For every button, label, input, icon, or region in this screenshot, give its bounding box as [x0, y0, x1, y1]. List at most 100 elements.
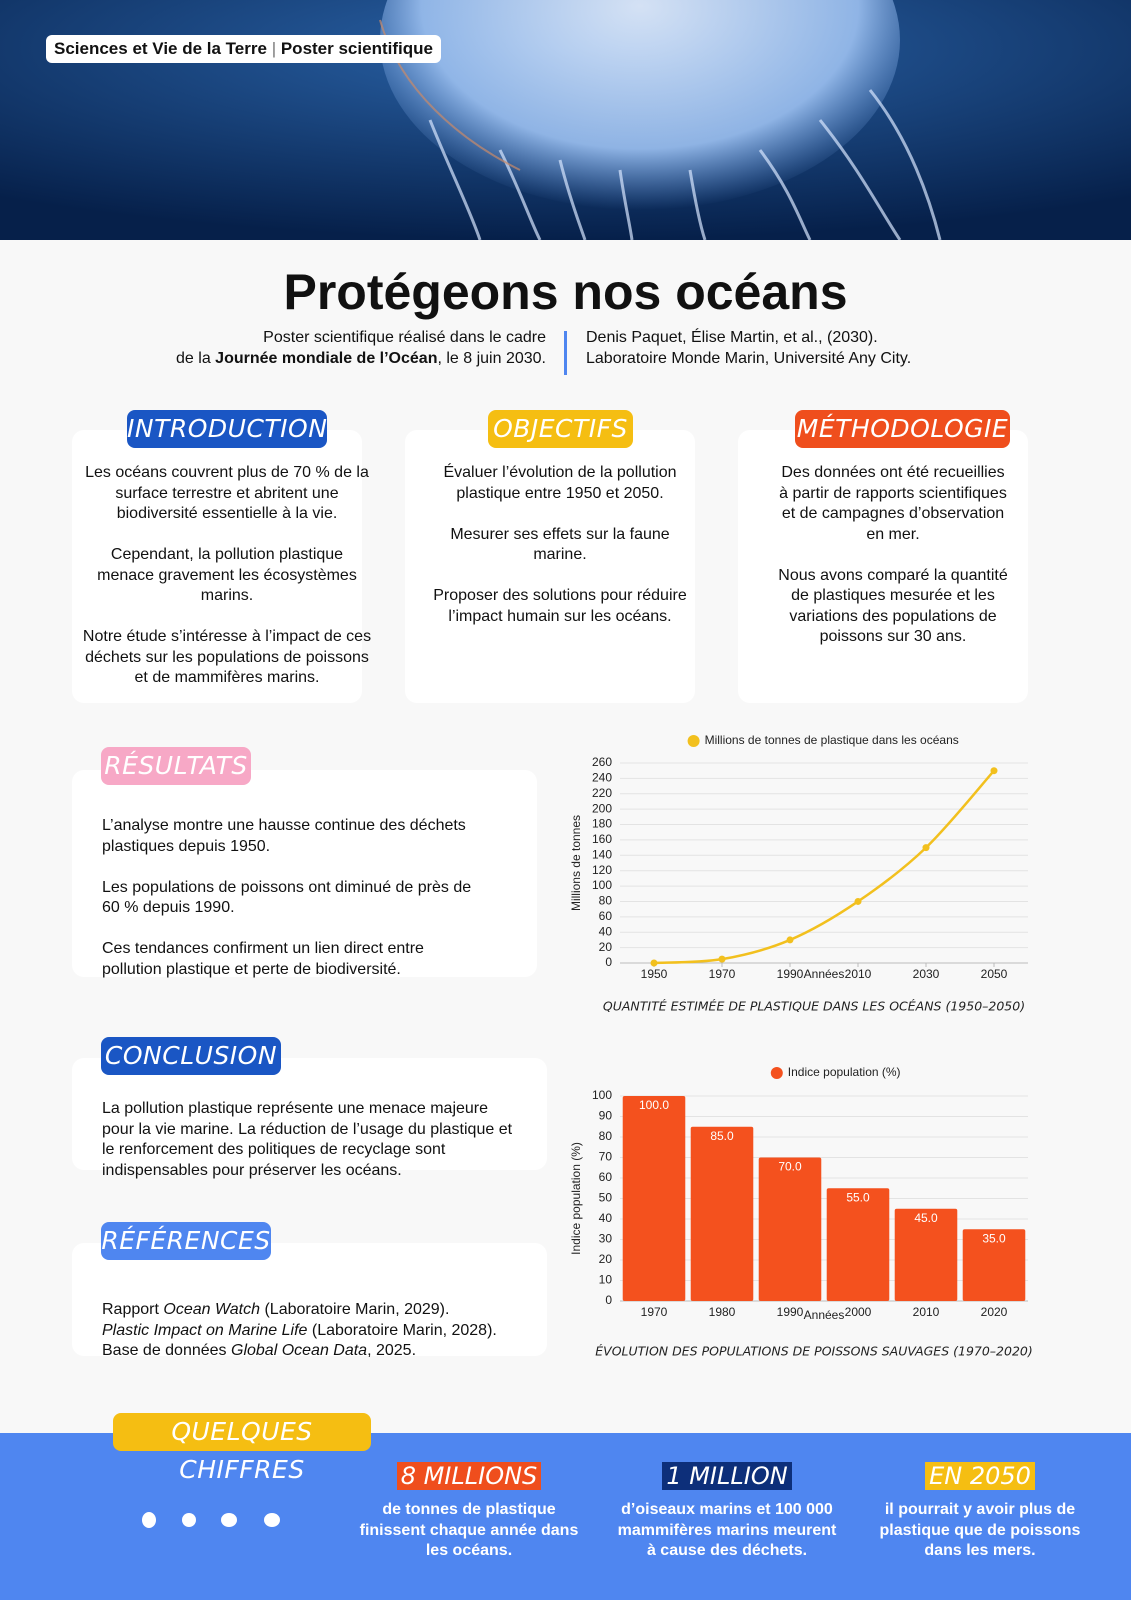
paragraph: Proposer des solutions pour réduire l’im… — [433, 587, 687, 625]
stat: 8 MILLIONS de tonnes de plastique finiss… — [359, 1462, 579, 1562]
card — [72, 430, 362, 703]
value-label: 55.0 — [846, 1190, 870, 1204]
paragraph: Les populations de poissons ont diminué … — [102, 878, 472, 917]
card — [72, 1058, 547, 1170]
x-tick-label: 2000 — [845, 1305, 872, 1319]
y-tick-label: 30 — [599, 1232, 613, 1246]
paragraph: Les océans couvrent plus de 70 % de la s… — [85, 464, 369, 522]
section-heading: INTRODUCTION — [127, 410, 327, 448]
stat: 1 MILLION d’oiseaux marins et 100 000 ma… — [612, 1462, 842, 1562]
bar — [894, 1208, 958, 1301]
x-tick-label: 1950 — [641, 967, 668, 981]
reference-text: (Laboratoire Marin, 2029). — [260, 1301, 450, 1318]
badge-text: Poster scientifique — [280, 39, 433, 58]
paragraph: L’analyse montre une hausse continue des… — [102, 817, 466, 855]
paragraph: Cependant, la pollution plastique menace… — [97, 546, 357, 604]
reference-text: Base de données — [102, 1342, 231, 1359]
bar-chart: 0 10 20 30 40 50 60 70 80 90 100 Indice population … — [569, 1065, 1033, 1358]
legend-marker — [687, 735, 700, 747]
y-tick-label: 220 — [592, 786, 612, 800]
y-tick-label: 20 — [599, 940, 613, 954]
subtitle-bold: Journée mondiale de l’Océan — [215, 350, 438, 367]
y-tick-label: 40 — [599, 924, 613, 938]
y-tick-label: 160 — [592, 832, 612, 846]
stat-value: 1 MILLION — [662, 1462, 792, 1490]
subtitle-text: de la — [176, 350, 216, 367]
header-image — [0, 0, 1131, 240]
x-tick-label: 1970 — [709, 967, 736, 981]
badge-text: Sciences et Vie de la Terre — [54, 39, 267, 58]
y-tick-label: 10 — [599, 1273, 613, 1287]
point — [650, 959, 658, 967]
subtitle-text: Denis Paquet, Élise Martin, et al., (203… — [586, 329, 878, 346]
y-tick-label: 70 — [599, 1150, 613, 1164]
bar — [690, 1126, 754, 1301]
bar — [622, 1096, 686, 1301]
chart-title: QUANTITÉ ESTIMÉE DE PLASTIQUE DANS LES O… — [603, 999, 1025, 1014]
section-heading: RÉSULTATS — [101, 747, 251, 785]
subtitle-right: Denis Paquet, Élise Martin, et al., (203… — [586, 327, 911, 369]
y-tick-label: 100 — [592, 1088, 612, 1102]
bar — [758, 1157, 822, 1301]
y-tick-label: 80 — [599, 1129, 613, 1143]
reference-title: Global Ocean Data — [231, 1342, 368, 1359]
stat-text: il pourrait y avoir plus de plastique qu… — [879, 1501, 1081, 1559]
x-tick-label: 2050 — [981, 967, 1008, 981]
bar — [826, 1188, 890, 1301]
legend-label: Indice population (%) — [788, 1065, 901, 1079]
y-tick-label: 60 — [599, 1170, 613, 1184]
stat-value: 8 MILLIONS — [396, 1462, 542, 1490]
x-axis-label: Années — [804, 1308, 845, 1322]
y-tick-label: 140 — [592, 847, 612, 861]
reference-title: Ocean Watch — [163, 1301, 261, 1318]
card — [738, 430, 1028, 703]
y-axis-label: Indice population (%) — [569, 1142, 583, 1255]
point — [854, 897, 862, 905]
y-tick-label: 0 — [605, 1293, 612, 1307]
value-label: 45.0 — [914, 1211, 938, 1225]
y-tick-label: 260 — [592, 755, 612, 769]
section-text: L’analyse montre une hausse continue des… — [102, 816, 482, 1001]
subtitle-left: Poster scientifique réalisé dans le cadr… — [176, 327, 546, 369]
reference: Plastic Impact on Marine Life (Laboratoi… — [102, 1321, 532, 1342]
section-heading: RÉFÉRENCES — [101, 1222, 271, 1260]
subtitle-text: Poster scientifique réalisé dans le cadr… — [263, 329, 546, 346]
legend-marker — [770, 1067, 783, 1079]
y-tick-label: 60 — [599, 909, 613, 923]
value-label: 100.0 — [639, 1098, 669, 1112]
paragraph: Ces tendances confirment un lien direct … — [102, 940, 424, 978]
y-tick-label: 100 — [592, 878, 612, 892]
stat-text: d’oiseaux marins et 100 000 mammifères m… — [617, 1501, 837, 1559]
value-label: 70.0 — [778, 1160, 802, 1174]
paragraph: Des données ont été recueillies à partir… — [779, 464, 1007, 543]
title: Protégeons nos océans — [283, 264, 848, 320]
y-tick-label: 40 — [599, 1211, 613, 1225]
y-tick-label: 50 — [599, 1191, 613, 1205]
section-text: Des données ont été recueillies à partir… — [778, 463, 1008, 668]
x-tick-label: 1990 — [777, 1305, 804, 1319]
y-tick-label: 80 — [599, 894, 613, 908]
subtitle-text: Laboratoire Monde Marin, Université Any … — [586, 350, 912, 367]
card — [72, 770, 537, 977]
point — [922, 844, 930, 852]
stat-text: de tonnes de plastique finissent chaque … — [359, 1501, 579, 1559]
card — [405, 430, 695, 703]
y-tick-label: 0 — [605, 955, 612, 969]
y-tick-label: 120 — [592, 863, 612, 877]
paragraph: Évaluer l’évolution de la pollution plas… — [443, 464, 677, 502]
divider — [564, 331, 567, 375]
y-tick-label: 200 — [592, 801, 612, 815]
y-tick-label: 90 — [599, 1109, 613, 1123]
reference: Rapport Ocean Watch (Laboratoire Marin, … — [102, 1300, 532, 1321]
section-heading: MÉTHODOLOGIE — [795, 410, 1010, 448]
reference-list: Rapport Ocean Watch (Laboratoire Marin, … — [102, 1300, 532, 1362]
x-tick-label: 1980 — [709, 1305, 736, 1319]
point — [990, 767, 998, 775]
paragraph: Mesurer ses effets sur la faune marine. — [450, 525, 670, 564]
value-label: 35.0 — [982, 1231, 1006, 1245]
x-tick-label: 2020 — [981, 1305, 1008, 1319]
y-tick-label: 20 — [599, 1252, 613, 1266]
y-tick-label: 240 — [592, 771, 612, 785]
